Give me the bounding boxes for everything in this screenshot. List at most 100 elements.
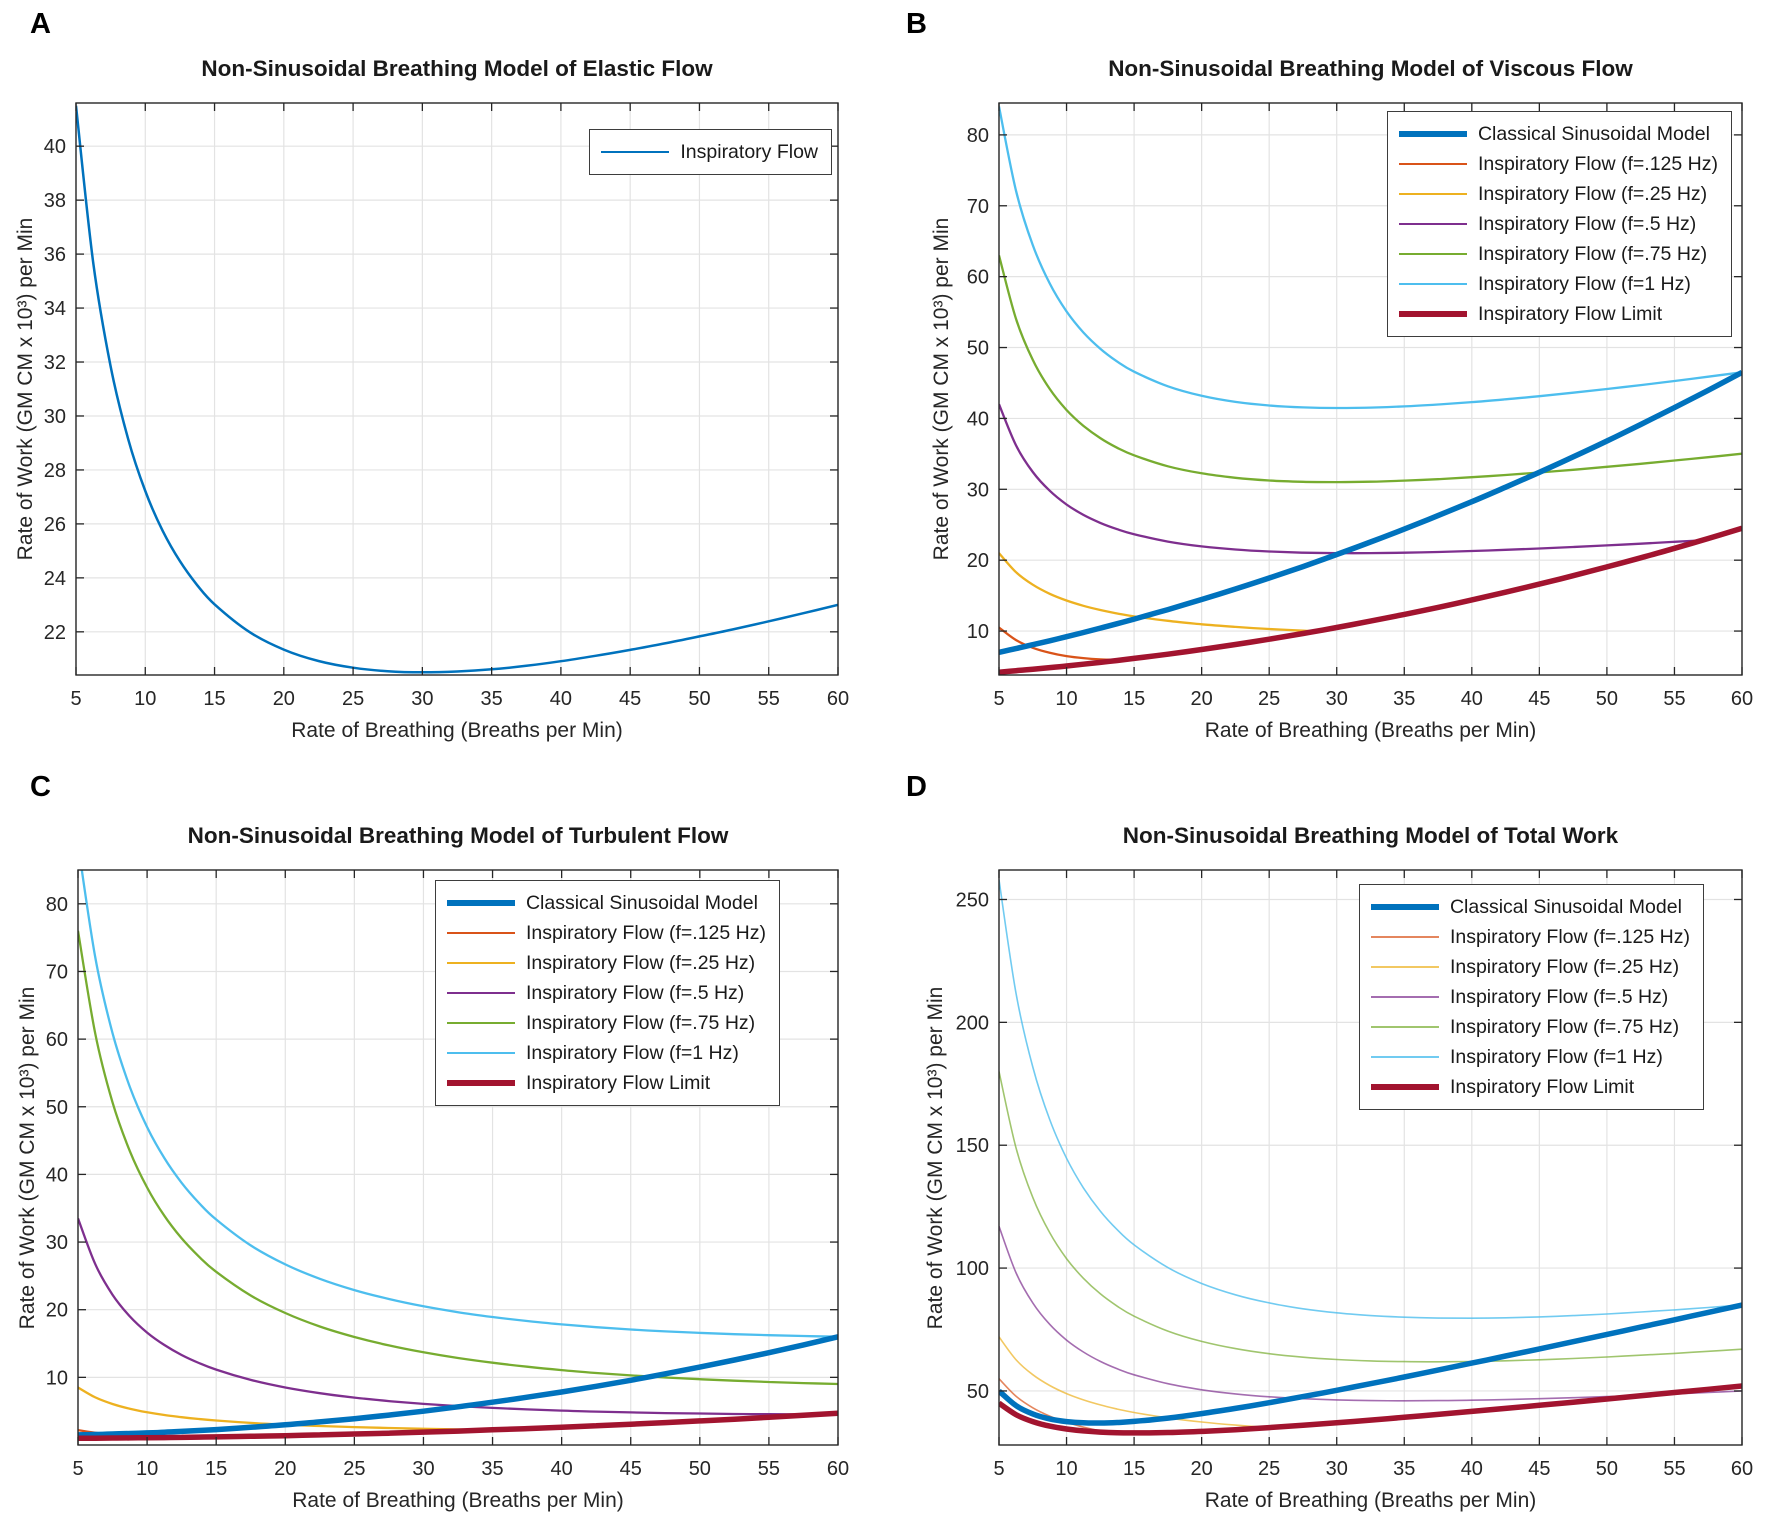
legend-line-swatch xyxy=(446,900,515,906)
panel-total-work: D Non-Sinusoidal Breathing Model of Tota… xyxy=(886,759,1772,1518)
y-tick-label: 32 xyxy=(44,352,66,374)
panel-turbulent-flow: C Non-Sinusoidal Breathing Model of Turb… xyxy=(0,759,886,1518)
x-tick-label: 5 xyxy=(993,688,1004,710)
axes-border xyxy=(77,869,839,1446)
plot-area-total-work: 5 10 15 20 25 30 35 40 45 50 55 60 50 100 150 200 250 xyxy=(956,869,1753,1480)
legend-row: Inspiratory Flow (f=.25 Hz) xyxy=(1370,952,1690,982)
legend-turbulent: Classical Sinusoidal Model Inspiratory Fl… xyxy=(434,880,780,1106)
legend-viscous: Classical Sinusoidal Model Inspiratory Fl… xyxy=(1386,111,1732,337)
x-tick-label: 10 xyxy=(136,1458,158,1480)
legend-row: Inspiratory Flow (f=.5 Hz) xyxy=(1398,209,1718,239)
legend-line-swatch xyxy=(1370,936,1439,938)
chart-title-viscous: Non-Sinusoidal Breathing Model of Viscou… xyxy=(1108,56,1633,81)
y-tick-label: 40 xyxy=(46,1164,68,1186)
legend-line-swatch xyxy=(1370,966,1439,968)
series-inspiratory-flow-f-1-hz xyxy=(999,106,1742,410)
series-inspiratory-flow-f-5-hz xyxy=(999,1226,1742,1402)
x-tick-label: 30 xyxy=(1326,1458,1348,1480)
x-tick-label: 50 xyxy=(689,1458,711,1480)
x-tick-label: 5 xyxy=(70,688,81,710)
series-inspiratory-flow-f-25-hz xyxy=(78,1386,493,1431)
series-inspiratory-flow-f-25-hz xyxy=(999,552,1310,633)
y-tick-label: 22 xyxy=(44,622,66,644)
legend-label: Inspiratory Flow (f=.5 Hz) xyxy=(525,981,745,1004)
x-tick-label: 40 xyxy=(1461,688,1483,710)
y-tick-label: 70 xyxy=(46,961,68,983)
y-tick-label: 36 xyxy=(44,244,66,266)
x-tick-label: 30 xyxy=(412,1458,434,1480)
x-tick-label: 55 xyxy=(1663,1458,1685,1480)
legend-line-swatch xyxy=(601,150,670,154)
legend-label: Classical Sinusoidal Model xyxy=(1449,895,1682,918)
legend-line-swatch xyxy=(1398,162,1467,166)
y-tick-label: 40 xyxy=(967,408,989,430)
legend-row: Classical Sinusoidal Model xyxy=(1370,892,1690,922)
legend-line-swatch xyxy=(446,931,515,935)
y-tick-label: 30 xyxy=(46,1232,68,1254)
legend-row: Classical Sinusoidal Model xyxy=(1398,119,1718,149)
legend-row: Inspiratory Flow (f=.25 Hz) xyxy=(1398,179,1718,209)
legend-label: Inspiratory Flow (f=.125 Hz) xyxy=(1477,152,1718,175)
x-tick-label: 45 xyxy=(619,688,641,710)
x-tick-label: 55 xyxy=(1663,688,1685,710)
x-tick-label: 45 xyxy=(1528,1458,1550,1480)
legend-label: Inspiratory Flow (f=.125 Hz) xyxy=(1449,925,1690,948)
x-tick-label: 15 xyxy=(205,1458,227,1480)
x-tick-label: 10 xyxy=(1055,1458,1077,1480)
x-tick-label: 35 xyxy=(481,1458,503,1480)
chart-title-total-work: Non-Sinusoidal Breathing Model of Total … xyxy=(1122,823,1619,848)
y-tick-label: 80 xyxy=(967,125,989,147)
panel-letter-d: D xyxy=(906,771,927,803)
chart-title-elastic: Non-Sinusoidal Breathing Model of Elasti… xyxy=(201,56,713,81)
legend-line-swatch xyxy=(1398,222,1467,226)
legend-label: Inspiratory Flow (f=1 Hz) xyxy=(525,1041,739,1064)
x-tick-label: 40 xyxy=(551,1458,573,1480)
x-tick-label: 20 xyxy=(274,1458,296,1480)
y-tick-label: 70 xyxy=(967,196,989,218)
x-tick-label: 50 xyxy=(688,688,710,710)
legend-line-swatch xyxy=(446,1051,515,1055)
y-tick-label: 20 xyxy=(967,550,989,572)
legend-row: Inspiratory Flow (f=1 Hz) xyxy=(446,1038,766,1068)
y-tick-label: 26 xyxy=(44,514,66,536)
x-tick-label: 60 xyxy=(827,1458,849,1480)
legend-label: Inspiratory Flow (f=.75 Hz) xyxy=(525,1011,756,1034)
y-tick-label: 50 xyxy=(967,338,989,360)
x-tick-label: 15 xyxy=(1123,1458,1145,1480)
x-tick-label: 20 xyxy=(273,688,295,710)
legend-line-swatch xyxy=(1398,131,1467,137)
series-inspiratory-flow-f-75-hz xyxy=(999,255,1742,484)
legend-label: Inspiratory Flow Limit xyxy=(1477,302,1663,325)
legend-label: Inspiratory Flow (f=1 Hz) xyxy=(1477,272,1691,295)
y-tick-label: 50 xyxy=(46,1097,68,1119)
y-tick-label: 250 xyxy=(956,889,989,911)
x-tick-label: 20 xyxy=(1191,688,1213,710)
x-axis-label: Rate of Breathing (Breaths per Min) xyxy=(292,1489,624,1512)
series-inspiratory-flow-f-5-hz xyxy=(78,1217,838,1416)
legend-label: Inspiratory Flow (f=.75 Hz) xyxy=(1477,242,1708,265)
series-inspiratory-flow-f-5-hz xyxy=(999,403,1709,555)
legend-line-swatch xyxy=(1370,1056,1439,1058)
x-tick-label: 60 xyxy=(1731,1458,1753,1480)
x-tick-label: 25 xyxy=(342,688,364,710)
x-tick-label: 60 xyxy=(1731,688,1753,710)
plot-area-turbulent: 5 10 15 20 25 30 35 40 45 50 55 60 10 20 30 40 50 60 70 80 xyxy=(46,869,849,1480)
series-classical-sinusoidal-model xyxy=(999,1302,1742,1426)
series-inspiratory-flow-limit xyxy=(999,525,1742,675)
x-tick-label: 45 xyxy=(620,1458,642,1480)
y-tick-label: 30 xyxy=(967,479,989,501)
x-tick-label: 35 xyxy=(1393,1458,1415,1480)
legend-label: Inspiratory Flow (f=.5 Hz) xyxy=(1449,985,1669,1008)
x-tick-label: 25 xyxy=(343,1458,365,1480)
legend-row: Inspiratory Flow (f=.25 Hz) xyxy=(446,948,766,978)
y-tick-label: 60 xyxy=(967,267,989,289)
legend-elastic: Inspiratory Flow xyxy=(589,129,832,175)
panel-letter-a: A xyxy=(30,8,51,40)
series-inspiratory-flow-limit xyxy=(999,1383,1742,1436)
x-tick-label: 15 xyxy=(1123,688,1145,710)
y-tick-label: 100 xyxy=(956,1258,989,1280)
series-inspiratory-flow-f-25-hz xyxy=(999,1336,1270,1429)
x-tick-label: 10 xyxy=(134,688,156,710)
x-tick-label: 30 xyxy=(411,688,433,710)
legend-line-swatch xyxy=(446,961,515,965)
